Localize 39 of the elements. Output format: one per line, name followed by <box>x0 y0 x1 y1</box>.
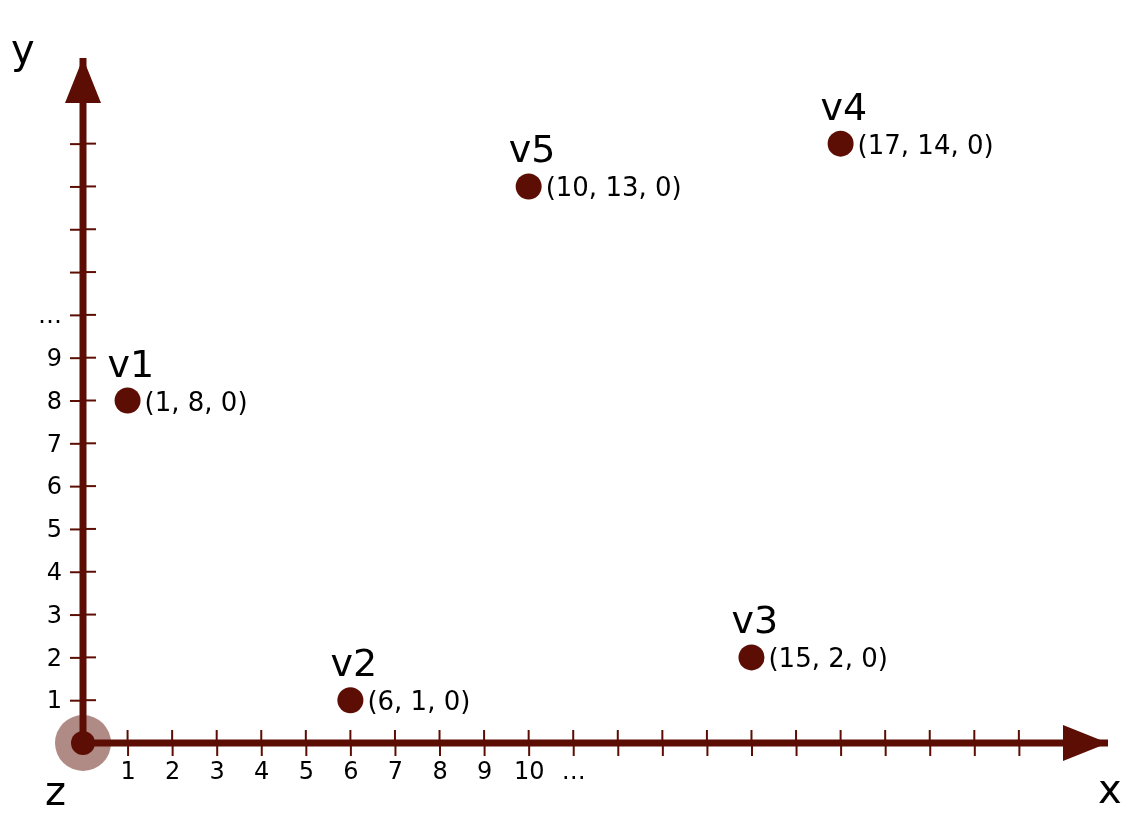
annotation: v3 <box>731 598 779 643</box>
y-tick-label: 8 <box>46 386 62 415</box>
data-label: (15, 2, 0) <box>768 643 888 674</box>
y-tick-label: 6 <box>46 472 62 501</box>
x-tick-label: 6 <box>343 757 359 786</box>
x-axis-title: x <box>1098 766 1122 812</box>
y-tick-label: … <box>38 301 62 330</box>
data-label: (6, 1, 0) <box>367 686 471 717</box>
x-tick-label: 9 <box>476 757 493 786</box>
y-tick-label: 9 <box>46 343 62 372</box>
point <box>738 644 765 671</box>
point <box>515 173 542 200</box>
x-tick-label: 8 <box>432 757 448 786</box>
y-tick-label: 5 <box>46 515 62 544</box>
point <box>827 130 854 157</box>
annotation: v5 <box>508 127 556 172</box>
data-label: (10, 13, 0) <box>545 172 682 203</box>
annotation: v1 <box>107 341 155 386</box>
x-tick-label: 1 <box>120 757 136 786</box>
y-tick-label: 7 <box>46 429 62 458</box>
annotation: z <box>45 768 66 814</box>
x-tick-label: 2 <box>164 757 181 786</box>
data-label: (1, 8, 0) <box>144 386 248 417</box>
y-tick-label: 1 <box>46 686 62 715</box>
y-tick-label: 3 <box>46 600 62 629</box>
x-tick-label: 10 <box>513 757 545 786</box>
annotation: v4 <box>820 84 868 129</box>
x-tick-label: 7 <box>387 757 404 786</box>
y-tick-label: 4 <box>46 557 62 586</box>
y-tick-label: 2 <box>46 643 62 672</box>
x-tick-label: 5 <box>298 757 314 786</box>
data-label: (17, 14, 0) <box>857 129 994 160</box>
x-tick-label: 3 <box>209 757 225 786</box>
point <box>337 687 364 714</box>
point <box>114 387 141 414</box>
x-tick-label: … <box>561 757 586 786</box>
annotation: v2 <box>330 641 378 686</box>
x-tick-label: 4 <box>254 757 270 786</box>
y-axis-title: y <box>11 26 35 72</box>
